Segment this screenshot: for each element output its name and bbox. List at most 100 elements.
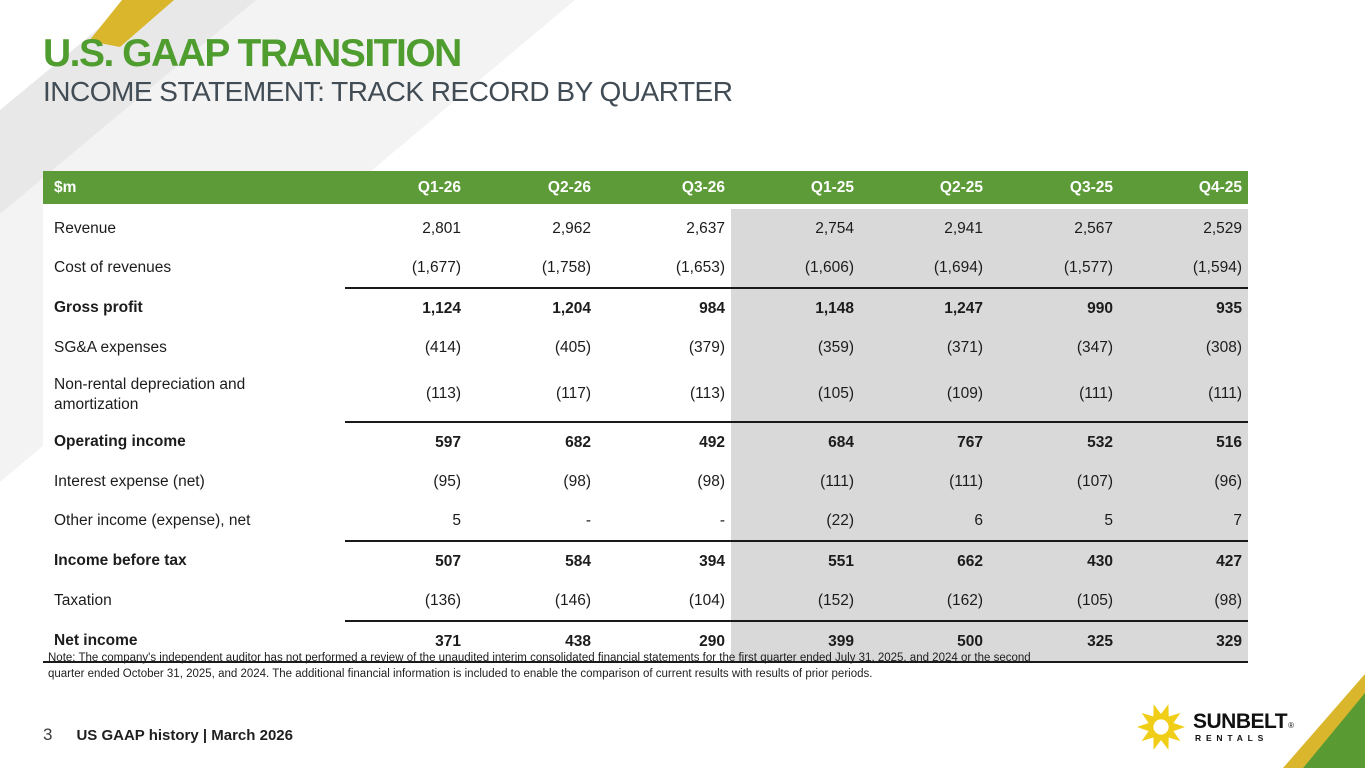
table-cell: (1,577) <box>989 248 1119 288</box>
column-header: Q1-25 <box>731 171 860 209</box>
sunbelt-rentals-logo: SUNBELT ® RENTALS <box>1136 702 1294 752</box>
table-cell: (105) <box>989 581 1119 621</box>
table-cell: (104) <box>688 591 725 609</box>
table-row: Operating income 597 682 492 684 767 532 516 <box>43 421 1248 462</box>
table-cell: 6 <box>860 501 989 541</box>
table-row: Interest expense (net) (95) (98) (98) (111)(… <box>43 462 1248 501</box>
column-header: Q3-25 <box>989 171 1119 209</box>
table-cell: (414) <box>424 338 461 356</box>
row-label: Other income (expense), net <box>54 512 251 530</box>
table-cell: (111) <box>989 367 1119 422</box>
income-statement-table-container: $m Q1-26 Q2-26 Q3-26 Q1-25 Q2-25 Q3-25 Q4-25 R… <box>43 171 1248 663</box>
table-cell: - <box>719 511 725 529</box>
table-cell: (22) <box>731 501 860 541</box>
table-cell: (113) <box>425 385 461 402</box>
table-cell: (98) <box>563 472 591 490</box>
row-label: Income before tax <box>54 552 187 570</box>
column-header: Q4-25 <box>1119 171 1248 209</box>
table-cell: 2,941 <box>860 206 989 248</box>
table-cell: (1,594) <box>1119 248 1248 288</box>
table-row: Gross profit 1,124 1,204 984 1,148 1,247 990 93… <box>43 287 1248 328</box>
table-cell: (111) <box>860 462 989 501</box>
logo-wordmark: SUNBELT ® RENTALS <box>1193 711 1294 743</box>
table-cell: 507 <box>345 540 467 581</box>
table-cell: 500 <box>860 620 989 663</box>
footer-label: US GAAP history | March 2026 <box>76 727 293 744</box>
table-cell: (107) <box>989 462 1119 501</box>
table-cell: 325 <box>989 620 1119 663</box>
logo-sub-text: RENTALS <box>1195 733 1269 744</box>
table-row: Net income 371 438 290 399 500 325 329 <box>43 620 1248 663</box>
table-cell: (1,606) <box>731 248 860 288</box>
table-cell: (117) <box>555 385 591 402</box>
table-cell: 767 <box>860 421 989 462</box>
table-cell: (96) <box>1119 462 1248 501</box>
table-cell: 430 <box>989 540 1119 581</box>
table-cell: (109) <box>860 367 989 422</box>
table-cell: 516 <box>1119 421 1248 462</box>
table-cell: 5 <box>452 511 461 529</box>
page-number: 3 <box>43 725 53 744</box>
table-cell: 551 <box>731 540 860 581</box>
row-label: Cost of revenues <box>54 259 172 277</box>
table-cell: 2,567 <box>989 206 1119 248</box>
table-cell: 399 <box>731 620 860 663</box>
table-cell: (1,653) <box>675 258 725 276</box>
footnote: Note: The company's independent auditor … <box>48 652 1031 681</box>
table-cell: 2,754 <box>731 206 860 248</box>
table-cell: (111) <box>731 462 860 501</box>
sun-icon <box>1136 702 1186 752</box>
row-label: Operating income <box>54 433 186 451</box>
table-cell: 394 <box>597 540 731 581</box>
table-cell: 984 <box>597 287 731 328</box>
table-cell: 682 <box>467 421 597 462</box>
table-cell: 935 <box>1119 287 1248 328</box>
table-cell: (113) <box>689 385 725 402</box>
table-cell: 371 <box>345 620 467 663</box>
table-row: SG&A expenses (414) (405) (379) (359) (371) (3… <box>43 328 1248 367</box>
table-cell: (405) <box>554 338 591 356</box>
table-cell: (152) <box>731 581 860 621</box>
table-cell: (136) <box>424 591 461 609</box>
table-cell: (371) <box>860 328 989 367</box>
table-row: Revenue 2,801 2,962 2,637 2,754 2,941 2,567 2,5… <box>43 206 1248 248</box>
table-cell: (162) <box>860 581 989 621</box>
slide-heading: U.S. GAAP TRANSITION INCOME STATEMENT: T… <box>43 33 733 108</box>
table-cell: 1,124 <box>345 287 467 328</box>
table-cell: 1,204 <box>467 287 597 328</box>
page-subtitle: INCOME STATEMENT: TRACK RECORD BY QUARTE… <box>43 75 733 107</box>
column-header: Q2-25 <box>860 171 989 209</box>
table-row: Other income (expense), net 5- - (22) 6 5 7 <box>43 501 1248 541</box>
table-cell: (105) <box>731 367 860 422</box>
table-cell: 5 <box>989 501 1119 541</box>
table-cell: (146) <box>554 591 591 609</box>
table-cell: 427 <box>1119 540 1248 581</box>
table-cell: 329 <box>1119 620 1248 663</box>
table-cell: (308) <box>1119 328 1248 367</box>
column-header: Q2-26 <box>467 171 597 209</box>
table-cell: 290 <box>597 620 731 663</box>
table-cell: 2,529 <box>1119 206 1248 248</box>
table-cell: (1,694) <box>860 248 989 288</box>
table-cell: (379) <box>688 338 725 356</box>
table-cell: 7 <box>1119 501 1248 541</box>
table-cell: 684 <box>731 421 860 462</box>
row-label: Non-rental depreciation and amortization <box>54 376 246 413</box>
table-cell: 492 <box>597 421 731 462</box>
unit-header: $m <box>43 171 345 209</box>
table-cell: (111) <box>1119 367 1248 422</box>
table-cell: 584 <box>467 540 597 581</box>
table-row: Income before tax 507 584 394 551 662 430 427 <box>43 540 1248 581</box>
table-header-row: $m Q1-26 Q2-26 Q3-26 Q1-25 Q2-25 Q3-25 Q4-25 <box>43 171 1248 209</box>
income-statement-table: $m Q1-26 Q2-26 Q3-26 Q1-25 Q2-25 Q3-25 Q4-25 R… <box>43 171 1248 663</box>
registered-trademark-icon: ® <box>1288 721 1295 731</box>
table-cell: 1,247 <box>860 287 989 328</box>
footer: 3 US GAAP history | March 2026 <box>43 725 293 745</box>
row-label: Interest expense (net) <box>54 472 205 490</box>
table-cell: 2,801 <box>422 219 461 237</box>
table-cell: 597 <box>345 421 467 462</box>
row-label: Taxation <box>54 592 112 610</box>
table-cell: - <box>585 511 591 529</box>
table-row: Cost of revenues (1,677) (1,758) (1,653) (1,… <box>43 248 1248 288</box>
table-cell: (98) <box>1119 581 1248 621</box>
